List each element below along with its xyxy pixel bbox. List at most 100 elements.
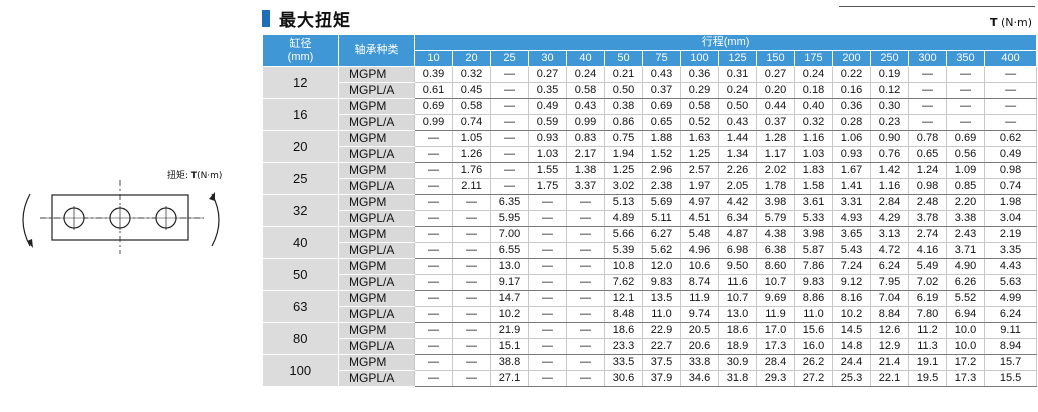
torque-value-cell: 10.7 [718, 290, 757, 307]
torque-value-cell: 1.41 [832, 178, 871, 195]
torque-value-cell: 15.6 [794, 322, 833, 339]
torque-value-cell: 30.6 [604, 370, 643, 387]
torque-value-cell: 8.60 [756, 258, 795, 275]
torque-value-cell: 3.61 [794, 194, 833, 211]
torque-value-cell: — [452, 210, 491, 227]
torque-value-cell: — [566, 226, 605, 243]
torque-value-cell: 9.50 [718, 258, 757, 275]
torque-value-cell: 33.5 [604, 354, 643, 371]
torque-value-cell: 12.0 [642, 258, 681, 275]
table-row: 63 MGPM — —14.7— —12.1 13.5 11.9 10.7 9.69 8.86 8.… [262, 290, 1038, 323]
torque-value-cell: 9.74 [680, 306, 719, 323]
torque-value-cell: 0.74 [983, 178, 1038, 195]
torque-value-cell: 7.95 [870, 274, 909, 291]
torque-value-cell: — [908, 114, 947, 131]
torque-value-cell: 9.83 [642, 274, 681, 291]
torque-value-cell: 2.11 [452, 178, 491, 195]
torque-value-cell: 7.04 [870, 290, 909, 307]
torque-value-cell: 3.98 [756, 194, 795, 211]
bore-cell: 16 [262, 98, 339, 131]
torque-value-cell: 15.7 [983, 354, 1038, 371]
torque-value-cell: — [528, 194, 567, 211]
torque-value-cell: 0.36 [832, 98, 871, 115]
torque-value-cell: 16.0 [794, 338, 833, 355]
torque-value-cell: 0.29 [680, 82, 719, 99]
bore-header: 缸径 (mm) [262, 34, 339, 67]
torque-value-cell: — [908, 98, 947, 115]
torque-value-cell: 18.6 [718, 322, 757, 339]
torque-value-cell: 0.85 [946, 178, 985, 195]
torque-value-cell: 22.9 [642, 322, 681, 339]
torque-value-cell: 5.11 [642, 210, 681, 227]
torque-value-cell: 5.87 [794, 242, 833, 259]
torque-value-cell: 27.2 [794, 370, 833, 387]
bearing-cell: MGPM [338, 130, 415, 147]
torque-value-cell: 33.8 [680, 354, 719, 371]
torque-value-cell: 12.6 [870, 322, 909, 339]
torque-value-cell: 0.83 [566, 130, 605, 147]
torque-value-cell: 2.20 [946, 194, 985, 211]
bearing-cell: MGPL/A [338, 306, 415, 323]
table-row: 80 MGPM — —21.9— —18.6 22.9 20.5 18.6 17.0 15.6 14… [262, 322, 1038, 355]
torque-value-cell: — [946, 114, 985, 131]
torque-value-cell: 0.69 [414, 98, 453, 115]
stroke-col-header: 125 [718, 50, 757, 67]
table-row: MGPL/A — —15.1— —23.3 22.7 20.6 18.9 17.3 16.0 14… [263, 338, 1038, 355]
torque-value-cell: 12.1 [604, 290, 643, 307]
torque-value-cell: 0.40 [794, 98, 833, 115]
torque-value-cell: 4.87 [718, 226, 757, 243]
diagram-label: 扭矩: T(N·m) [167, 168, 222, 181]
torque-value-cell: 37.9 [642, 370, 681, 387]
torque-value-cell: 30.9 [718, 354, 757, 371]
torque-value-cell: — [566, 354, 605, 371]
torque-value-cell: 6.27 [642, 226, 681, 243]
torque-value-cell: 0.16 [832, 82, 871, 99]
torque-value-cell: 11.9 [680, 290, 719, 307]
torque-value-cell: — [528, 242, 567, 259]
torque-value-cell: 0.44 [756, 98, 795, 115]
bore-cell: 50 [262, 258, 339, 291]
torque-value-cell: 3.04 [983, 210, 1038, 227]
torque-value-cell: 4.96 [680, 242, 719, 259]
torque-value-cell: 6.38 [756, 242, 795, 259]
torque-value-cell: — [414, 258, 453, 275]
torque-table-body: 12 MGPM 0.39 0.32—0.27 0.24 0.21 0.43 0.36 0.31 0… [262, 66, 1038, 387]
torque-value-cell: 7.62 [604, 274, 643, 291]
torque-value-cell: 0.32 [794, 114, 833, 131]
torque-value-cell: 5.48 [680, 226, 719, 243]
torque-value-cell: — [490, 66, 529, 83]
torque-value-cell: 13.5 [642, 290, 681, 307]
stroke-values-row: 10 20 25 30 40 50 75 100 125 150 175 200 250 300 350 40… [263, 50, 1038, 67]
left-rotation-arrow [22, 193, 31, 247]
torque-value-cell: — [528, 322, 567, 339]
torque-value-cell: 1.88 [642, 130, 681, 147]
torque-value-cell: 14.8 [832, 338, 871, 355]
torque-value-cell: 0.56 [946, 146, 985, 163]
bore-cell: 40 [262, 226, 339, 259]
torque-value-cell: — [414, 130, 453, 147]
torque-value-cell: 0.98 [983, 162, 1038, 179]
torque-value-cell: 6.34 [718, 210, 757, 227]
torque-value-cell: 5.39 [604, 242, 643, 259]
bearing-cell: MGPM [338, 354, 415, 371]
torque-value-cell: 4.42 [718, 194, 757, 211]
torque-value-cell: 0.28 [832, 114, 871, 131]
torque-value-cell: 14.7 [490, 290, 529, 307]
torque-value-cell: 8.16 [832, 290, 871, 307]
torque-value-cell: 1.26 [452, 146, 491, 163]
torque-value-cell: 6.55 [490, 242, 529, 259]
torque-value-cell: 3.65 [832, 226, 871, 243]
bore-cell: 20 [262, 130, 339, 163]
torque-value-cell: 19.1 [908, 354, 947, 371]
torque-value-cell: — [490, 82, 529, 99]
torque-value-cell: — [528, 338, 567, 355]
table-row: 16 MGPM 0.69 0.58—0.49 0.43 0.38 0.69 0.58 0.50 0… [262, 98, 1038, 131]
torque-value-cell: — [566, 322, 605, 339]
torque-value-cell: 0.23 [870, 114, 909, 131]
torque-value-cell: 1.94 [604, 146, 643, 163]
torque-value-cell: — [452, 242, 491, 259]
torque-value-cell: — [946, 98, 985, 115]
torque-value-cell: 1.16 [794, 130, 833, 147]
torque-value-cell: 1.06 [832, 130, 871, 147]
torque-value-cell: 4.38 [756, 226, 795, 243]
